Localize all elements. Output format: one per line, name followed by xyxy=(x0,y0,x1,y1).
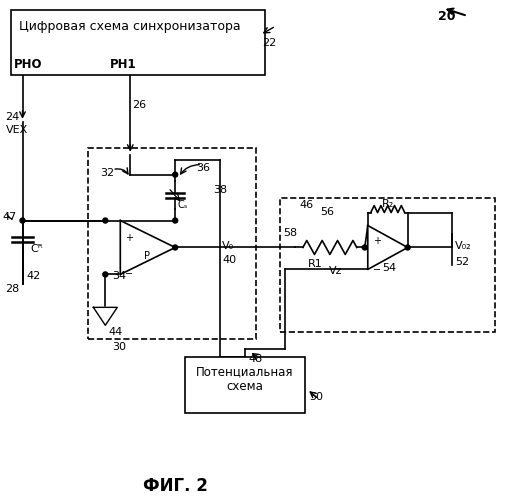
Text: 24: 24 xyxy=(6,112,20,122)
Text: PHO: PHO xyxy=(14,58,42,71)
Circle shape xyxy=(20,218,25,223)
Bar xyxy=(280,198,495,332)
Circle shape xyxy=(103,218,108,223)
Polygon shape xyxy=(94,308,117,326)
Circle shape xyxy=(173,218,178,223)
Text: Cᴿ: Cᴿ xyxy=(30,244,43,254)
Polygon shape xyxy=(120,220,175,274)
Text: 36: 36 xyxy=(196,162,210,172)
Bar xyxy=(185,357,305,413)
Text: 32: 32 xyxy=(100,168,115,177)
Text: +: + xyxy=(373,236,381,246)
Text: 50: 50 xyxy=(309,392,323,402)
Circle shape xyxy=(405,245,410,250)
Text: 38: 38 xyxy=(213,184,227,194)
Text: 30: 30 xyxy=(112,342,127,352)
Text: 28: 28 xyxy=(6,284,20,294)
Text: 40: 40 xyxy=(222,256,236,266)
Text: 58: 58 xyxy=(283,228,297,237)
Bar xyxy=(88,148,256,340)
Text: 52: 52 xyxy=(456,258,470,268)
Text: −: − xyxy=(373,266,381,276)
Text: Vᴢ: Vᴢ xyxy=(329,266,343,276)
Text: 22: 22 xyxy=(262,38,276,48)
Text: 54: 54 xyxy=(382,264,396,274)
Text: 47: 47 xyxy=(3,212,17,222)
Text: R₂: R₂ xyxy=(382,198,394,208)
Circle shape xyxy=(173,245,178,250)
Text: Цифровая схема синхронизатора: Цифровая схема синхронизатора xyxy=(18,20,240,33)
Text: ФИГ. 2: ФИГ. 2 xyxy=(143,477,208,495)
Text: 34: 34 xyxy=(112,272,127,281)
Text: Cₛ: Cₛ xyxy=(177,200,188,209)
Text: 48: 48 xyxy=(248,354,262,364)
Text: V₀₂: V₀₂ xyxy=(454,242,471,252)
Text: VЕХ: VЕХ xyxy=(6,124,28,134)
Text: Потенциальная
схема: Потенциальная схема xyxy=(196,365,294,393)
Text: 20: 20 xyxy=(438,10,455,23)
Text: 56: 56 xyxy=(320,206,334,216)
Circle shape xyxy=(362,245,367,250)
Text: −: − xyxy=(126,270,133,280)
Polygon shape xyxy=(368,226,408,270)
Text: V₀: V₀ xyxy=(222,242,234,252)
Text: P: P xyxy=(144,252,150,262)
Circle shape xyxy=(103,272,108,277)
Text: 46: 46 xyxy=(300,200,314,209)
Bar xyxy=(10,10,265,75)
Text: PH1: PH1 xyxy=(110,58,137,71)
Circle shape xyxy=(173,172,178,177)
Text: 26: 26 xyxy=(132,100,146,110)
Text: +: + xyxy=(126,232,133,242)
Text: R1: R1 xyxy=(308,260,322,270)
Text: 42: 42 xyxy=(27,272,41,281)
Text: 44: 44 xyxy=(108,328,122,338)
